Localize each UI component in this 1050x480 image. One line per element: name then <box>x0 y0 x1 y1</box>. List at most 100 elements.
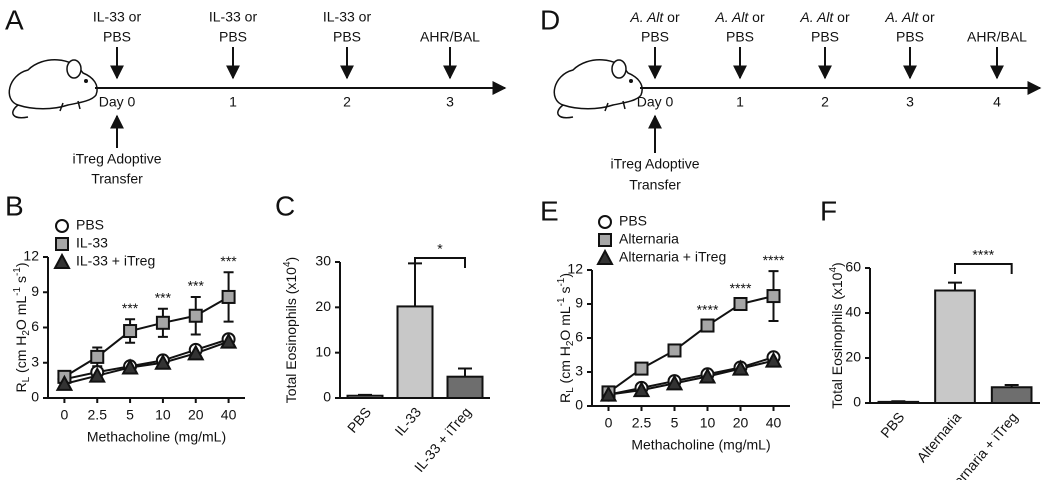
y-axis-label-part: s <box>557 287 573 298</box>
y-axis-label-part: -1 <box>556 297 567 306</box>
significance: *** <box>122 300 139 316</box>
y-tick-label: 10 <box>315 343 331 359</box>
day-label: 3 <box>906 94 914 110</box>
day-label: 2 <box>821 94 829 110</box>
mouse-icon <box>553 59 643 119</box>
data-point <box>55 374 74 391</box>
legend-label: Alternaria + iTreg <box>619 249 726 265</box>
step-label: AHR/BAL <box>420 29 480 45</box>
y-tick-label: 30 <box>315 253 331 269</box>
step-label: PBS <box>333 29 361 45</box>
y-axis-label: RL (cm H2O mL-1 s-1) <box>12 262 32 392</box>
y-tick-label: 12 <box>23 248 39 264</box>
step-label: A. Alt or <box>884 9 935 25</box>
step-label-part: A. Alt <box>714 9 749 25</box>
significance: **** <box>730 280 752 296</box>
step-label: IL-33 or <box>209 9 258 25</box>
data-point <box>698 367 717 384</box>
y-axis-label-part: 2 <box>565 340 576 346</box>
legend-marker <box>55 237 69 251</box>
y-axis-label-part: Total Eosinophils (x10 <box>829 272 845 408</box>
step-label-part: A. Alt <box>799 9 834 25</box>
step-label: PBS <box>811 29 839 45</box>
day-label: 2 <box>343 94 351 110</box>
legend-label: PBS <box>76 217 104 233</box>
y-tick-label: 3 <box>31 353 39 369</box>
transfer-label: Transfer <box>91 171 143 187</box>
step-label-part: or <box>748 9 765 25</box>
y-axis-label-part: L <box>565 387 576 393</box>
step-label-part: A. Alt <box>884 9 919 25</box>
data-point <box>221 289 236 304</box>
y-axis-label-part: O mL <box>13 296 29 330</box>
y-tick-label: 0 <box>323 389 331 405</box>
panel-letter: E <box>540 195 559 226</box>
step-label: A. Alt or <box>629 9 680 25</box>
x-axis-label: Methacholine (mg/mL) <box>631 437 770 453</box>
error-bar <box>948 281 962 291</box>
step-label: AHR/BAL <box>967 29 1027 45</box>
y-axis-label-part: 4 <box>282 261 293 267</box>
y-axis-label: Total Eosinophils (x104) <box>828 262 845 408</box>
data-point <box>665 374 684 391</box>
legend-label: Alternaria <box>619 231 679 247</box>
data-point <box>731 359 750 376</box>
y-tick-label: 0 <box>31 389 39 405</box>
significance: *** <box>220 253 237 269</box>
series-line <box>608 356 774 396</box>
bar <box>446 375 484 399</box>
day-label: 1 <box>229 94 237 110</box>
data-point <box>187 344 205 361</box>
significance: *** <box>155 289 172 305</box>
legend-label: PBS <box>619 213 647 229</box>
x-tick-label: 20 <box>733 415 749 431</box>
y-tick-label: 9 <box>31 283 39 299</box>
bar <box>346 394 384 400</box>
x-tick-label: 0 <box>61 407 69 423</box>
y-axis-label-part: O mL <box>557 306 573 340</box>
panel-letter: D <box>540 4 560 35</box>
error-bar <box>458 367 472 377</box>
step-label: PBS <box>726 29 754 45</box>
y-axis-label-part: -1 <box>556 277 567 286</box>
transfer-label: iTreg Adoptive <box>611 156 700 172</box>
step-label: PBS <box>641 29 669 45</box>
panel-letter: F <box>820 195 837 226</box>
mouse-icon <box>8 59 98 119</box>
transfer-label: Transfer <box>629 177 681 193</box>
data-point <box>700 318 715 333</box>
day-label: 4 <box>993 94 1001 110</box>
data-point <box>632 381 651 398</box>
y-axis-label-part: (cm H <box>557 346 573 387</box>
y-tick-label: 3 <box>575 363 583 379</box>
y-tick-label: 20 <box>845 349 861 365</box>
y-axis-label-part: 2 <box>21 330 32 336</box>
y-tick-label: 6 <box>575 329 583 345</box>
data-point <box>733 297 748 311</box>
y-axis-label: Total Eosinophils (x104) <box>282 257 299 403</box>
x-tick-label: 5 <box>126 407 134 423</box>
legend-marker <box>598 215 612 229</box>
bar <box>877 400 920 404</box>
y-axis-label-part: ) <box>283 257 299 262</box>
step-label-part: A. Alt <box>629 9 664 25</box>
day-label: Day 0 <box>99 94 136 110</box>
y-axis-label-part: -1 <box>12 287 23 296</box>
legend-marker <box>596 248 614 265</box>
y-axis-label-part: -1 <box>12 267 23 276</box>
y-tick-label: 12 <box>567 261 583 277</box>
series-line <box>64 338 229 381</box>
panel-letter: C <box>275 190 295 221</box>
y-tick-label: 60 <box>845 259 861 275</box>
data-point <box>766 289 781 304</box>
error-bar <box>408 262 422 307</box>
x-tick-label: 40 <box>221 407 237 423</box>
y-tick-label: 40 <box>845 304 861 320</box>
significance: * <box>437 241 443 257</box>
bar <box>396 305 434 399</box>
step-label: PBS <box>896 29 924 45</box>
bar <box>990 386 1033 404</box>
step-label: PBS <box>103 29 131 45</box>
y-axis-label-part: R <box>557 393 573 403</box>
